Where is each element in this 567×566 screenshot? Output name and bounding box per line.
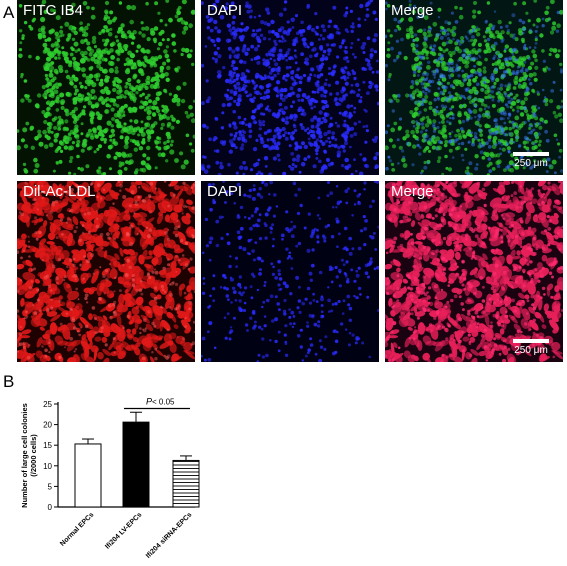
y-tick-label-4: 20 bbox=[43, 421, 52, 430]
y-tick-label-3: 15 bbox=[43, 441, 52, 450]
scale-bar-bottom-text: 250 μm bbox=[514, 345, 548, 356]
dil-ac-ldl-cells bbox=[17, 181, 195, 362]
fitc-ib4-label: FITC IB4 bbox=[23, 2, 84, 19]
dil-ac-ldl-micrograph: Dil-Ac-LDL bbox=[17, 181, 195, 362]
dapi-bottom-label: DAPI bbox=[207, 183, 243, 200]
merge-top-label: Merge bbox=[391, 2, 434, 19]
dil-ac-ldl-label: Dil-Ac-LDL bbox=[23, 183, 96, 200]
scale-bar-bottom: 250 μm bbox=[507, 339, 555, 356]
y-tick-label-2: 10 bbox=[43, 462, 52, 471]
x-tick-label-0: Normal EPCs bbox=[59, 511, 95, 547]
y-tick-label-5: 25 bbox=[43, 400, 52, 409]
merge-bottom-label: Merge bbox=[391, 183, 434, 200]
y-axis-label-line2: (/2000 cells) bbox=[29, 434, 38, 477]
y-axis-label-line1: Number of large cell colonies bbox=[20, 403, 29, 508]
dapi-micrograph-top: DAPI bbox=[201, 0, 379, 175]
fitc-ib4-cells bbox=[17, 0, 195, 175]
merge-micrograph-bottom: Merge 250 μm bbox=[385, 181, 563, 362]
y-tick-label-0: 0 bbox=[48, 503, 53, 512]
y-tick-label-1: 5 bbox=[48, 482, 53, 491]
dapi-top-label: DAPI bbox=[207, 2, 243, 19]
panel-b-letter: B bbox=[3, 372, 15, 391]
x-tick-label-1: Ifi204 LV-EPCs bbox=[104, 511, 143, 550]
colony-bar-chart: 0 5 10 15 20 25 Number of large cell colonies(… bbox=[20, 397, 200, 560]
scale-bar-top: 250 μm bbox=[507, 152, 555, 169]
merge-top-cells bbox=[385, 0, 563, 175]
merge-bottom-cells bbox=[385, 181, 563, 362]
merge-micrograph-top: Merge 250 μm bbox=[385, 0, 563, 175]
bar-1 bbox=[122, 421, 150, 508]
bar-2 bbox=[172, 459, 200, 508]
significance-label: P< 0.05 bbox=[146, 397, 175, 407]
x-tick-label-2: Ifi204 siRNA-EPCs bbox=[145, 511, 193, 559]
dapi-bottom-cells bbox=[201, 181, 379, 362]
bar-0 bbox=[74, 443, 102, 508]
scale-bar-top-text: 250 μm bbox=[514, 158, 548, 169]
dapi-micrograph-bottom: DAPI bbox=[201, 181, 379, 362]
dapi-top-cells bbox=[201, 0, 379, 175]
panel-a-letter: A bbox=[3, 3, 15, 22]
fitc-ib4-micrograph: FITC IB4 bbox=[17, 0, 195, 175]
